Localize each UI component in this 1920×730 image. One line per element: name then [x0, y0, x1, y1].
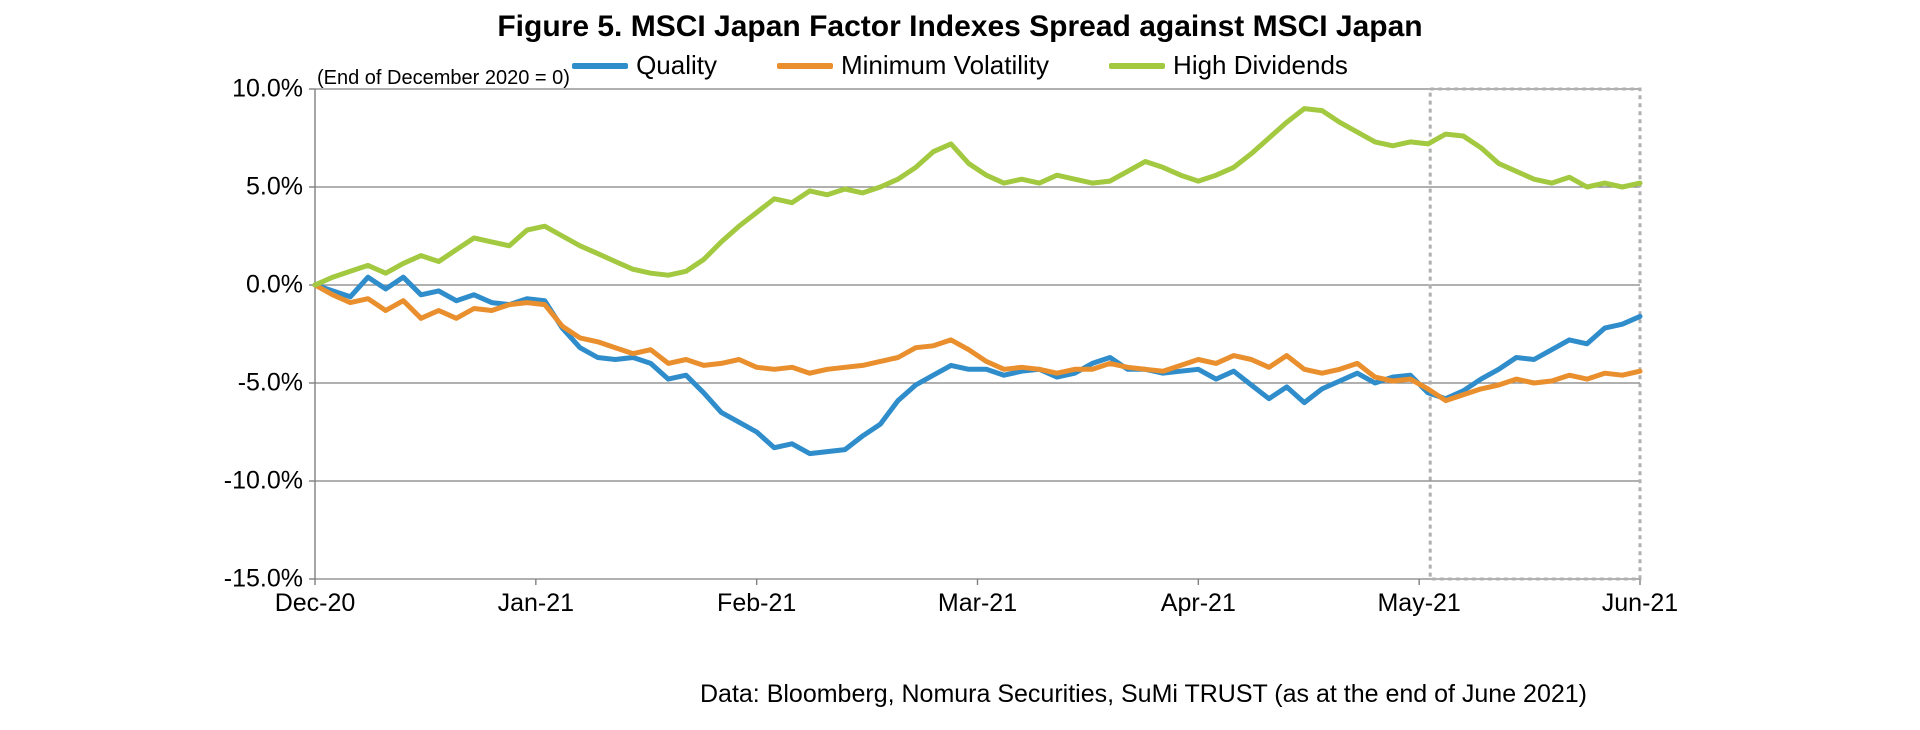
y-tick-label: -5.0% — [238, 369, 315, 398]
legend-label-minvol: Minimum Volatility — [841, 50, 1049, 81]
legend-swatch-quality — [572, 63, 628, 69]
y-tick-label: 10.0% — [232, 75, 315, 104]
chart-title: Figure 5. MSCI Japan Factor Indexes Spre… — [160, 10, 1760, 44]
legend-swatch-minvol — [777, 63, 833, 69]
figure-container: Figure 5. MSCI Japan Factor Indexes Spre… — [160, 10, 1760, 629]
legend-item-quality: Quality — [572, 50, 717, 81]
x-tick-label: Jan-21 — [498, 579, 574, 618]
x-tick-label: Feb-21 — [717, 579, 796, 618]
legend-item-highdiv: High Dividends — [1109, 50, 1348, 81]
x-tick-label: Jun-21 — [1602, 579, 1678, 618]
subtitle-note: (End of December 2020 = 0) — [317, 67, 570, 90]
legend-swatch-highdiv — [1109, 63, 1165, 69]
x-tick-label: Dec-20 — [275, 579, 356, 618]
x-tick-label: May-21 — [1377, 579, 1460, 618]
x-tick-label: Apr-21 — [1161, 579, 1236, 618]
x-tick-label: Mar-21 — [938, 579, 1017, 618]
legend-label-quality: Quality — [636, 50, 717, 81]
chart-box: (End of December 2020 = 0) -15.0%-10.0%-… — [160, 89, 1760, 629]
y-tick-label: 0.0% — [246, 271, 315, 300]
plot-svg — [315, 89, 1640, 579]
y-tick-label: -10.0% — [224, 467, 315, 496]
legend-item-minvol: Minimum Volatility — [777, 50, 1049, 81]
data-source-caption: Data: Bloomberg, Nomura Securities, SuMi… — [700, 680, 1587, 709]
plot-area: (End of December 2020 = 0) -15.0%-10.0%-… — [315, 89, 1640, 579]
y-tick-label: 5.0% — [246, 173, 315, 202]
legend-label-highdiv: High Dividends — [1173, 50, 1348, 81]
